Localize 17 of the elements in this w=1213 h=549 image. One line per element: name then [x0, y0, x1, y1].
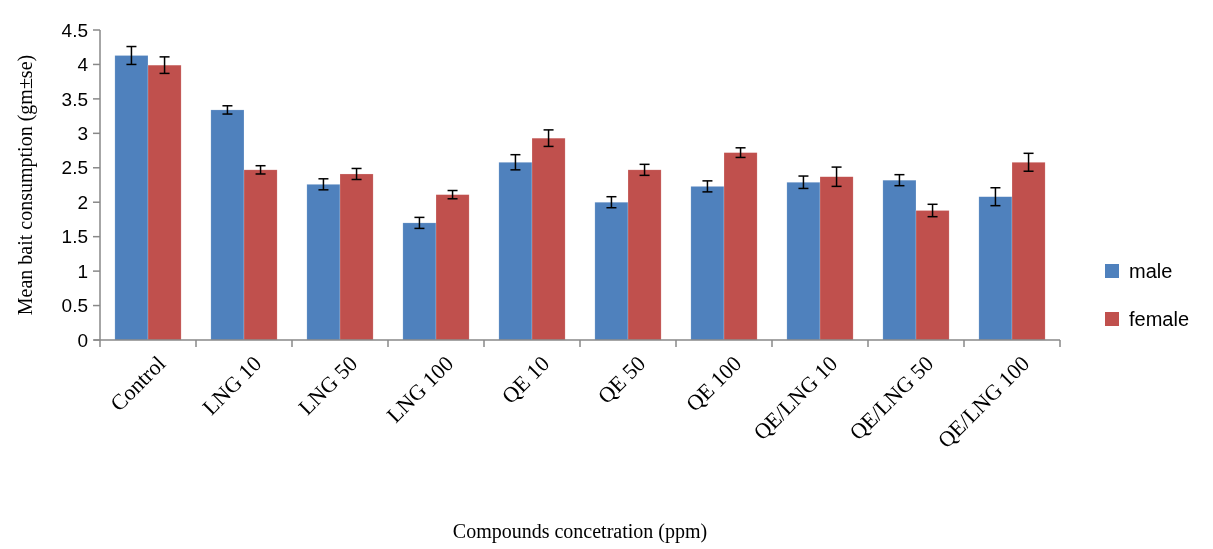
- x-tick-label: QE 100: [680, 350, 747, 417]
- y-tick-label: 0: [77, 329, 88, 351]
- y-tick-label: 2.5: [61, 157, 88, 179]
- x-tick-label: QE 50: [592, 350, 651, 409]
- x-axis-title: Compounds concetration (ppm): [452, 520, 708, 543]
- x-tick-label: QE 10: [496, 350, 555, 409]
- y-tick-label: 1.5: [61, 226, 88, 248]
- y-tick-label: 4.5: [61, 19, 88, 41]
- y-axis-title: Mean bait consumption (gm±se): [14, 54, 37, 316]
- y-tick-label: 3: [77, 122, 88, 144]
- y-tick-label: 2: [77, 191, 88, 213]
- y-tick-label: 3.5: [61, 88, 88, 110]
- y-tick-label: 4: [77, 54, 89, 76]
- legend-label: female: [1129, 308, 1190, 330]
- legend-label: male: [1129, 260, 1173, 282]
- y-tick-label: 1: [77, 260, 88, 282]
- y-tick-label: 0.5: [61, 295, 88, 317]
